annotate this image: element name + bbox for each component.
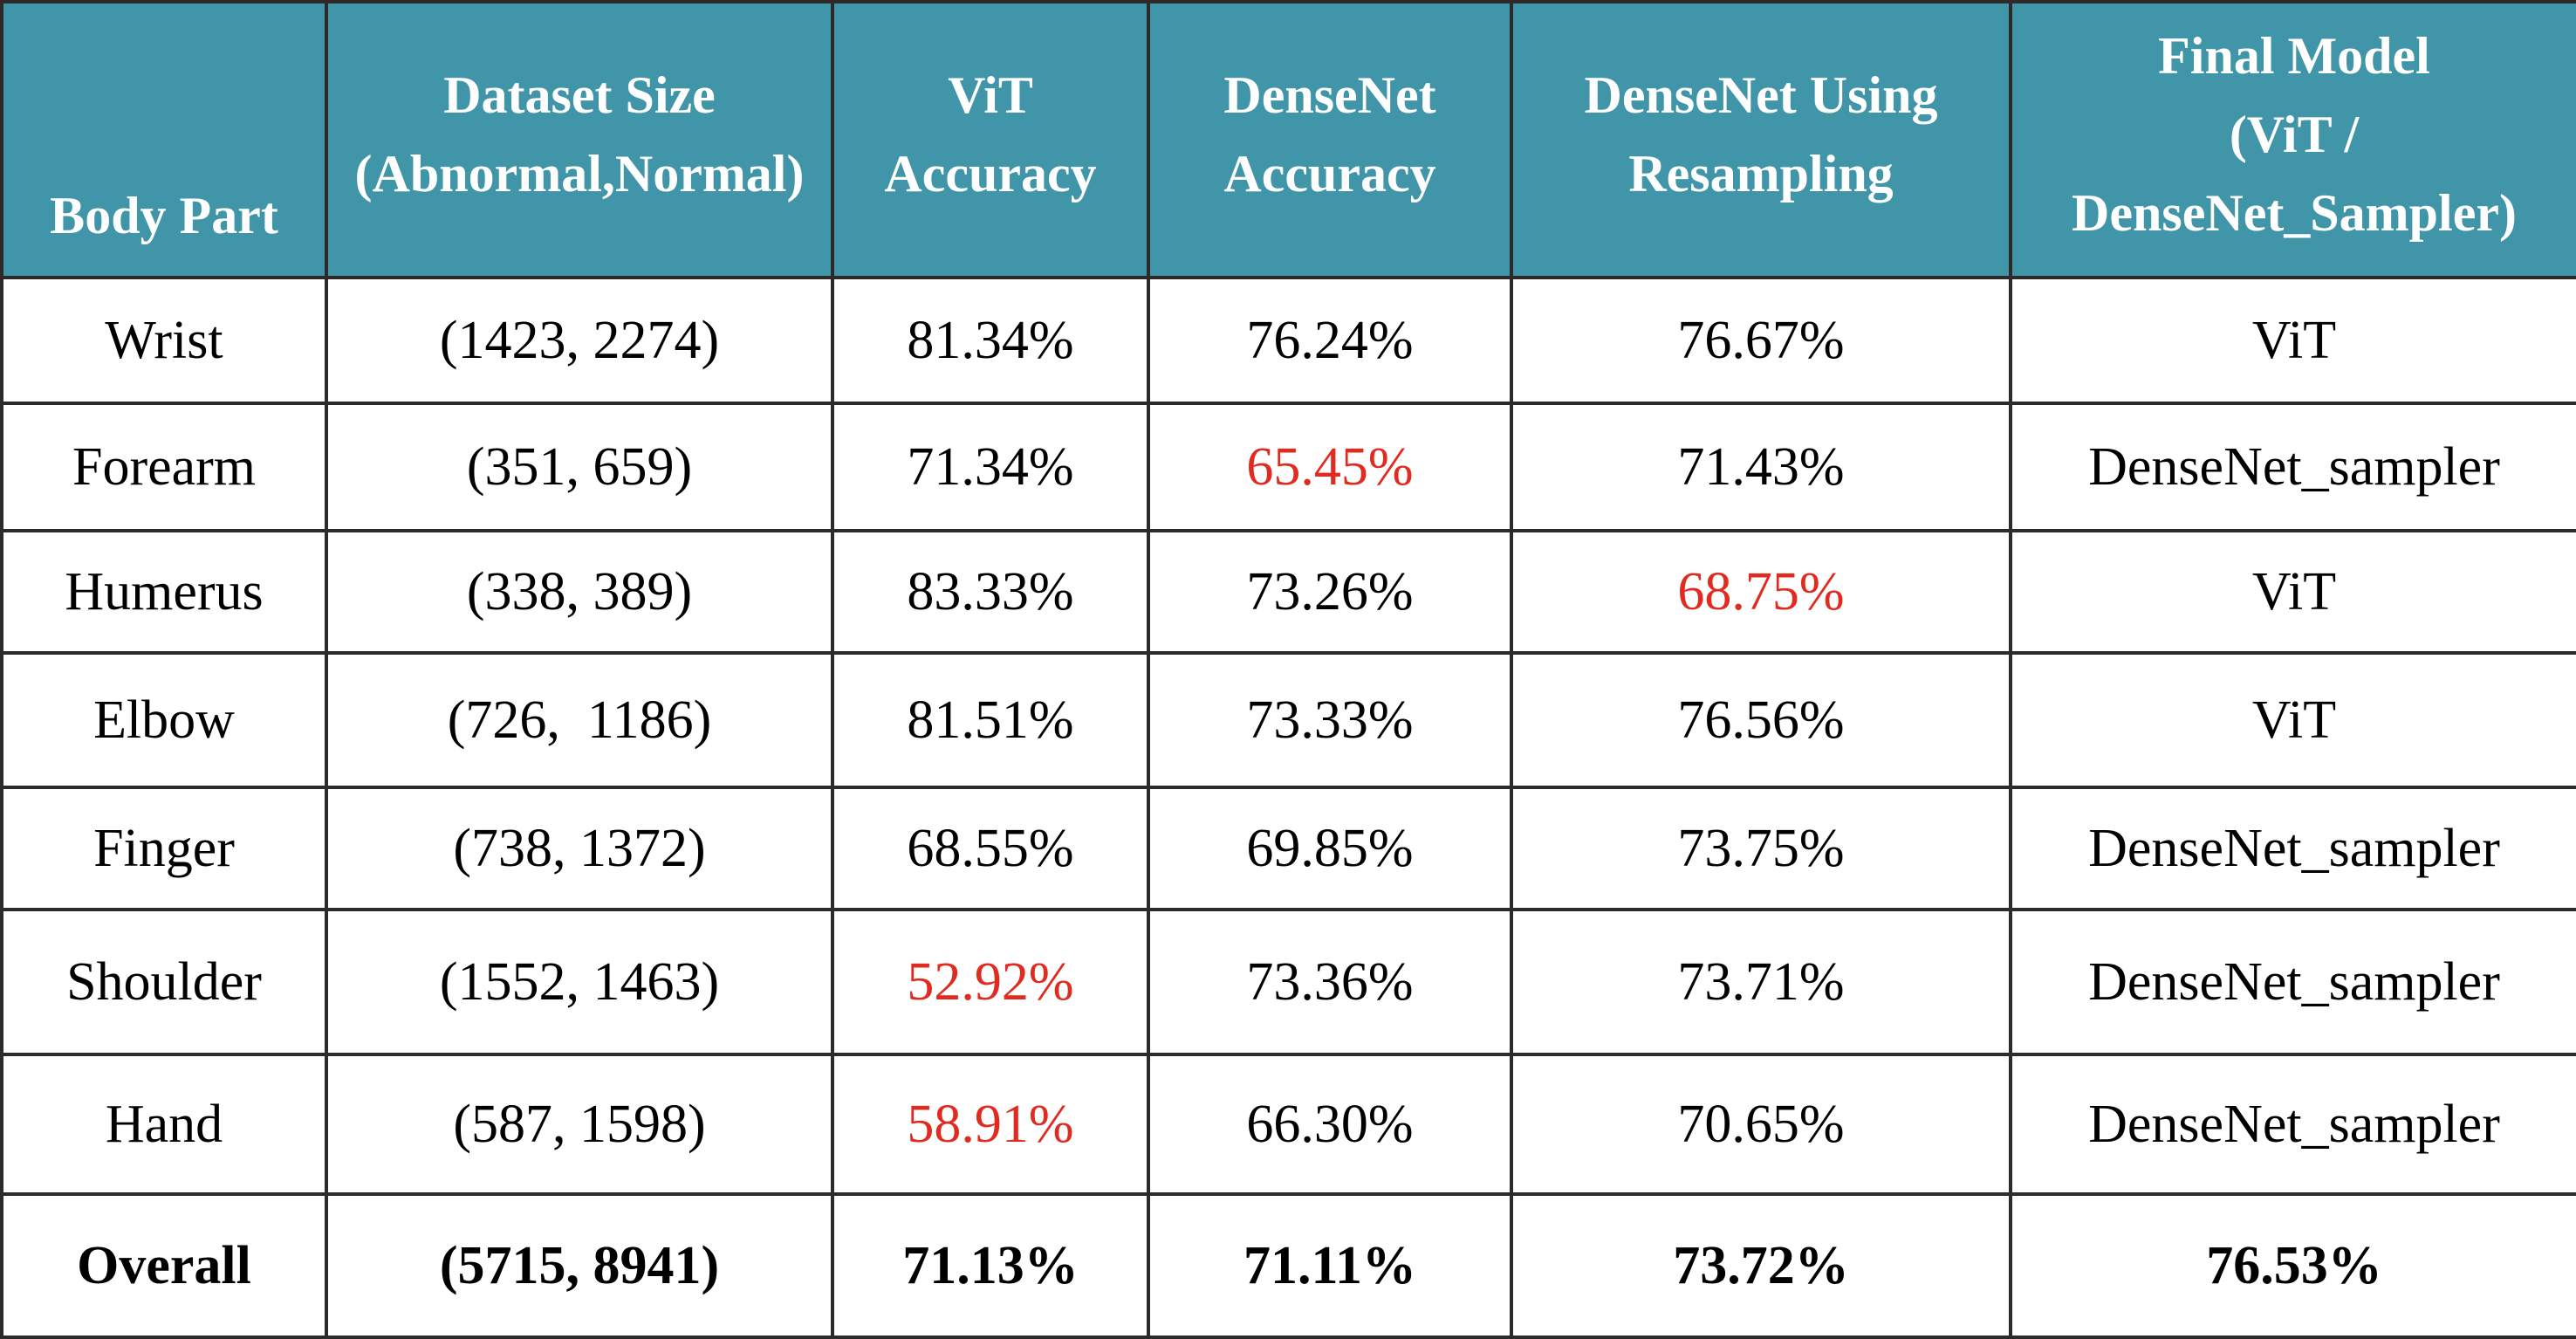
header-densenet-resampling-line-1: DenseNet Using xyxy=(1584,66,1938,124)
table-row: Elbow (726, 1186) 81.51% 73.33% 76.56% V… xyxy=(0,651,2576,789)
table-row: Forearm (351, 659) 71.34% 65.45% 71.43% … xyxy=(0,402,2576,532)
cell-final-model: 76.53% xyxy=(2009,1192,2576,1339)
cell-resampling-accuracy: 71.43% xyxy=(1510,402,2012,532)
header-final-model-line-2: (ViT / xyxy=(2229,106,2360,163)
header-vit-accuracy: ViT Accuracy xyxy=(831,0,1150,279)
cell-final-model: ViT xyxy=(2009,651,2576,789)
cell-vit-accuracy: 68.55% xyxy=(831,786,1150,911)
cell-vit-accuracy: 83.33% xyxy=(831,529,1150,655)
header-densenet-accuracy-line-2: Accuracy xyxy=(1223,145,1436,203)
header-dataset-size-line-1: Dataset Size xyxy=(443,66,716,124)
table-row: Finger (738, 1372) 68.55% 69.85% 73.75% … xyxy=(0,786,2576,911)
header-body-part-line-1: Body Part xyxy=(50,187,278,244)
table-row: Hand (587, 1598) 58.91% 66.30% 70.65% De… xyxy=(0,1053,2576,1196)
cell-vit-accuracy: 81.51% xyxy=(831,651,1150,789)
header-dataset-size: Dataset Size (Abnormal,Normal) xyxy=(325,0,834,279)
header-final-model-line-1: Final Model xyxy=(2158,27,2430,85)
cell-densenet-accuracy: 76.24% xyxy=(1147,276,1513,405)
cell-dataset-size: (726, 1186) xyxy=(325,651,834,789)
cell-resampling-accuracy: 73.72% xyxy=(1510,1192,2012,1339)
cell-vit-accuracy: 71.13% xyxy=(831,1192,1150,1339)
cell-final-model: ViT xyxy=(2009,276,2576,405)
cell-body-part: Elbow xyxy=(0,651,328,789)
header-densenet-accuracy-line-1: DenseNet xyxy=(1223,66,1436,124)
cell-densenet-accuracy: 73.36% xyxy=(1147,908,1513,1056)
header-body-part: Body Part xyxy=(0,0,328,279)
cell-densenet-accuracy: 66.30% xyxy=(1147,1053,1513,1196)
cell-final-model: DenseNet_sampler xyxy=(2009,786,2576,911)
cell-densenet-accuracy: 71.11% xyxy=(1147,1192,1513,1339)
cell-body-part: Humerus xyxy=(0,529,328,655)
header-final-model-line-3: DenseNet_Sampler) xyxy=(2072,184,2517,242)
cell-densenet-accuracy: 73.26% xyxy=(1147,529,1513,655)
cell-densenet-accuracy: 69.85% xyxy=(1147,786,1513,911)
cell-body-part: Overall xyxy=(0,1192,328,1339)
cell-body-part: Shoulder xyxy=(0,908,328,1056)
cell-dataset-size: (587, 1598) xyxy=(325,1053,834,1196)
cell-final-model: ViT xyxy=(2009,529,2576,655)
cell-resampling-accuracy: 68.75% xyxy=(1510,529,2012,655)
cell-dataset-size: (1423, 2274) xyxy=(325,276,834,405)
table-row: Humerus (338, 389) 83.33% 73.26% 68.75% … xyxy=(0,529,2576,655)
table-row: Wrist (1423, 2274) 81.34% 76.24% 76.67% … xyxy=(0,276,2576,405)
header-row: Body Part Dataset Size (Abnormal,Normal)… xyxy=(0,0,2576,279)
cell-dataset-size: (1552, 1463) xyxy=(325,908,834,1056)
cell-final-model: DenseNet_sampler xyxy=(2009,402,2576,532)
cell-resampling-accuracy: 70.65% xyxy=(1510,1053,2012,1196)
header-vit-accuracy-line-2: Accuracy xyxy=(884,145,1097,203)
cell-final-model: DenseNet_sampler xyxy=(2009,1053,2576,1196)
cell-resampling-accuracy: 73.71% xyxy=(1510,908,2012,1056)
cell-dataset-size: (5715, 8941) xyxy=(325,1192,834,1339)
header-densenet-resampling: DenseNet Using Resampling xyxy=(1510,0,2012,279)
header-final-model: Final Model (ViT / DenseNet_Sampler) xyxy=(2009,0,2576,279)
header-vit-accuracy-line-1: ViT xyxy=(948,66,1033,124)
header-densenet-accuracy: DenseNet Accuracy xyxy=(1147,0,1513,279)
cell-body-part: Forearm xyxy=(0,402,328,532)
table-row: Shoulder (1552, 1463) 52.92% 73.36% 73.7… xyxy=(0,908,2576,1056)
cell-resampling-accuracy: 73.75% xyxy=(1510,786,2012,911)
cell-vit-accuracy: 52.92% xyxy=(831,908,1150,1056)
overall-row: Overall (5715, 8941) 71.13% 71.11% 73.72… xyxy=(0,1192,2576,1339)
header-densenet-resampling-line-2: Resampling xyxy=(1628,145,1894,203)
cell-densenet-accuracy: 65.45% xyxy=(1147,402,1513,532)
cell-body-part: Finger xyxy=(0,786,328,911)
cell-body-part: Wrist xyxy=(0,276,328,405)
cell-resampling-accuracy: 76.56% xyxy=(1510,651,2012,789)
header-dataset-size-line-2: (Abnormal,Normal) xyxy=(354,145,805,203)
cell-dataset-size: (738, 1372) xyxy=(325,786,834,911)
cell-resampling-accuracy: 76.67% xyxy=(1510,276,2012,405)
cell-densenet-accuracy: 73.33% xyxy=(1147,651,1513,789)
cell-body-part: Hand xyxy=(0,1053,328,1196)
cell-vit-accuracy: 58.91% xyxy=(831,1053,1150,1196)
cell-vit-accuracy: 71.34% xyxy=(831,402,1150,532)
cell-dataset-size: (338, 389) xyxy=(325,529,834,655)
cell-vit-accuracy: 81.34% xyxy=(831,276,1150,405)
cell-dataset-size: (351, 659) xyxy=(325,402,834,532)
cell-final-model: DenseNet_sampler xyxy=(2009,908,2576,1056)
